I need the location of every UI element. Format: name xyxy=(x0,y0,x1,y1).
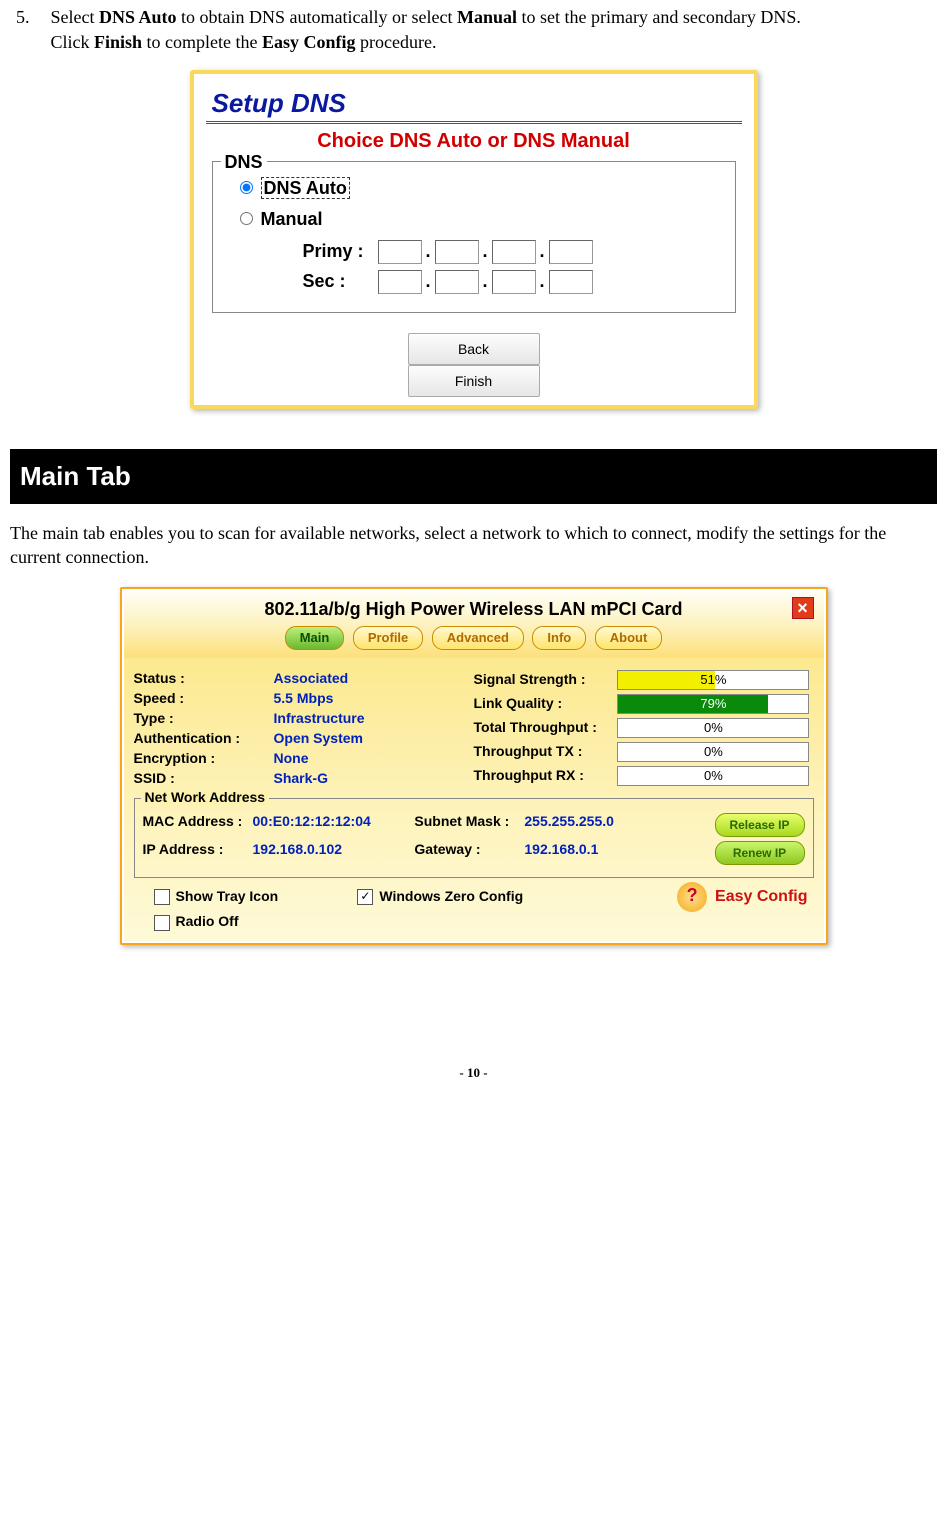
main-tab-dialog: 802.11a/b/g High Power Wireless LAN mPCI… xyxy=(120,587,828,945)
subnet-value: 255.255.255.0 xyxy=(524,813,664,829)
dialog-title: Setup DNS xyxy=(206,86,742,124)
ip-octet[interactable] xyxy=(492,240,536,264)
ssid-value: Shark-G xyxy=(274,770,328,786)
type-value: Infrastructure xyxy=(274,710,365,726)
section-paragraph: The main tab enables you to scan for ava… xyxy=(10,522,937,569)
link-quality-bar: 79% xyxy=(617,694,809,714)
tray-checkbox[interactable] xyxy=(154,889,170,905)
zero-config-checkbox[interactable]: ✓ xyxy=(357,889,373,905)
status-value: Associated xyxy=(274,670,349,686)
ip-octet[interactable] xyxy=(435,240,479,264)
radio-auto[interactable] xyxy=(240,181,253,194)
primary-dns-row: Primy : ... xyxy=(303,240,725,264)
card-title: 802.11a/b/g High Power Wireless LAN mPCI… xyxy=(265,599,683,620)
throughput-rx-bar: 0% xyxy=(617,766,809,786)
page-number: - 10 - xyxy=(10,1065,937,1081)
tab-row: Main Profile Advanced Info About xyxy=(130,626,818,650)
speed-value: 5.5 Mbps xyxy=(274,690,334,706)
back-button[interactable]: Back xyxy=(408,333,540,365)
finish-button[interactable]: Finish xyxy=(408,365,540,397)
total-throughput-bar: 0% xyxy=(617,718,809,738)
tab-info[interactable]: Info xyxy=(532,626,586,650)
radio-manual[interactable] xyxy=(240,212,253,225)
dialog-subtitle: Choice DNS Auto or DNS Manual xyxy=(206,130,742,153)
dns-auto-radio[interactable]: DNS Auto xyxy=(235,178,725,199)
auth-value: Open System xyxy=(274,730,363,746)
mac-value: 00:E0:12:12:12:04 xyxy=(253,813,393,829)
dns-group: DNS DNS Auto Manual Primy : ... Sec : ..… xyxy=(212,161,736,313)
step-text: Select DNS Auto to obtain DNS automatica… xyxy=(51,5,931,55)
question-icon: ? xyxy=(677,882,707,912)
ip-octet[interactable] xyxy=(549,240,593,264)
tab-advanced[interactable]: Advanced xyxy=(432,626,524,650)
enc-value: None xyxy=(274,750,309,766)
renew-ip-button[interactable]: Renew IP xyxy=(715,841,805,865)
ip-octet[interactable] xyxy=(378,270,422,294)
instruction-step: 5. Select DNS Auto to obtain DNS automat… xyxy=(16,5,937,55)
signal-bar: 51% xyxy=(617,670,809,690)
close-icon[interactable]: × xyxy=(792,597,814,619)
network-address-group: Net Work Address MAC Address :00:E0:12:1… xyxy=(134,798,814,878)
step-number: 5. xyxy=(16,5,46,30)
tab-main[interactable]: Main xyxy=(285,626,345,650)
checkbox-row: Show Tray Icon ✓Windows Zero Config ? Ea… xyxy=(154,888,814,931)
release-ip-button[interactable]: Release IP xyxy=(715,813,805,837)
tab-profile[interactable]: Profile xyxy=(353,626,423,650)
section-header: Main Tab xyxy=(10,449,937,504)
gateway-value: 192.168.0.1 xyxy=(524,841,664,857)
tab-about[interactable]: About xyxy=(595,626,663,650)
ip-octet[interactable] xyxy=(378,240,422,264)
dns-manual-radio[interactable]: Manual xyxy=(235,209,725,230)
setup-dns-dialog: Setup DNS Choice DNS Auto or DNS Manual … xyxy=(190,70,758,409)
easy-config-button[interactable]: ? Easy Config xyxy=(677,882,807,912)
radio-off-checkbox[interactable] xyxy=(154,915,170,931)
ip-octet[interactable] xyxy=(492,270,536,294)
stats-left: Status :Associated Speed :5.5 Mbps Type … xyxy=(134,666,474,790)
ip-value: 192.168.0.102 xyxy=(253,841,393,857)
dns-legend: DNS xyxy=(221,152,267,173)
ip-octet[interactable] xyxy=(549,270,593,294)
secondary-dns-row: Sec : ... xyxy=(303,270,725,294)
ip-octet[interactable] xyxy=(435,270,479,294)
stats-right: Signal Strength : 51% Link Quality : 79%… xyxy=(474,666,814,790)
throughput-tx-bar: 0% xyxy=(617,742,809,762)
